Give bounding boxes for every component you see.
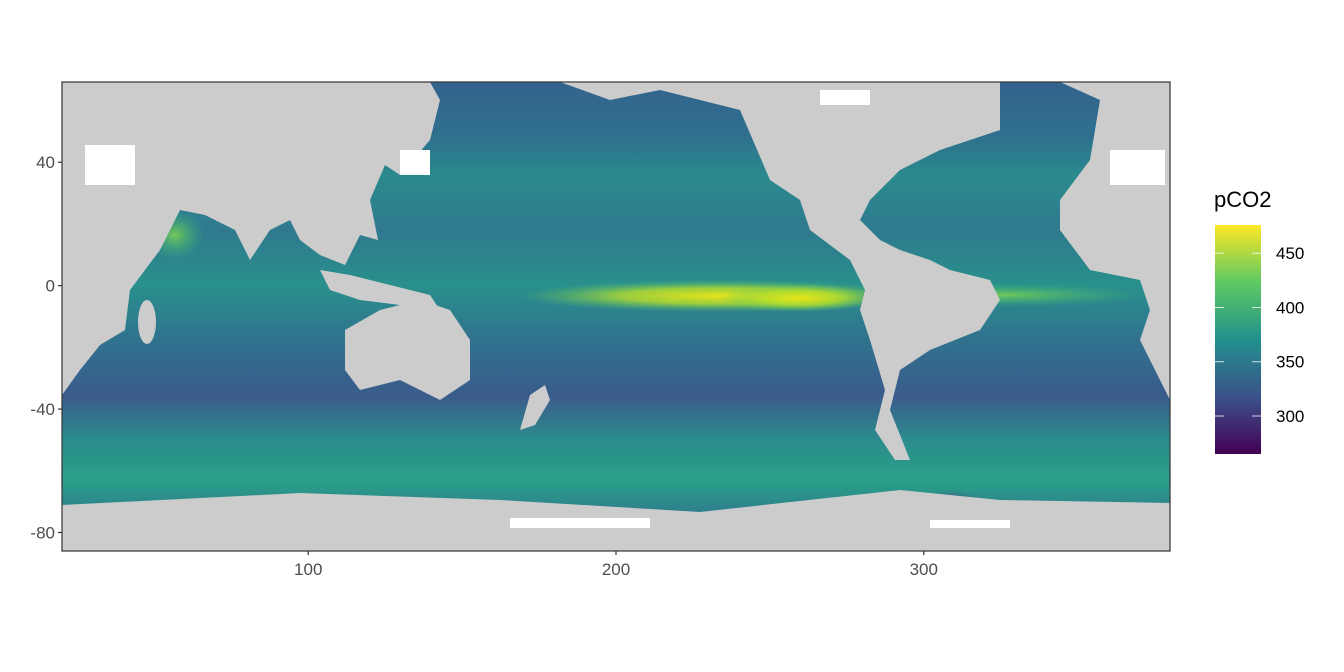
land-americas <box>560 82 1000 460</box>
land-afro-eurasia <box>62 82 440 395</box>
y-tick-label: 0 <box>46 277 55 296</box>
map-panel <box>62 82 1170 551</box>
missing-data <box>85 90 1165 528</box>
x-tick-label: 100 <box>294 560 322 579</box>
land-maritime-continent <box>320 270 440 310</box>
y-axis: 40 0 -40 -80 <box>30 153 62 542</box>
legend-label: 350 <box>1276 353 1304 372</box>
legend: pCO2 450 400 350 300 <box>1214 187 1304 454</box>
colorbar <box>1215 225 1261 454</box>
y-tick-label: -80 <box>30 523 55 542</box>
y-tick-label: 40 <box>36 153 55 172</box>
land-australia <box>345 300 470 400</box>
x-axis: 100 200 300 <box>294 551 938 579</box>
y-tick-label: -40 <box>30 400 55 419</box>
eastern-pacific-high <box>720 284 880 312</box>
land-new-zealand <box>520 385 550 430</box>
legend-label: 300 <box>1276 407 1304 426</box>
legend-label: 400 <box>1276 298 1304 317</box>
legend-title: pCO2 <box>1214 187 1271 212</box>
x-tick-label: 300 <box>910 560 938 579</box>
land-madagascar <box>138 300 156 344</box>
legend-label: 450 <box>1276 244 1304 263</box>
land-mask <box>62 82 1170 551</box>
x-tick-label: 200 <box>602 560 630 579</box>
